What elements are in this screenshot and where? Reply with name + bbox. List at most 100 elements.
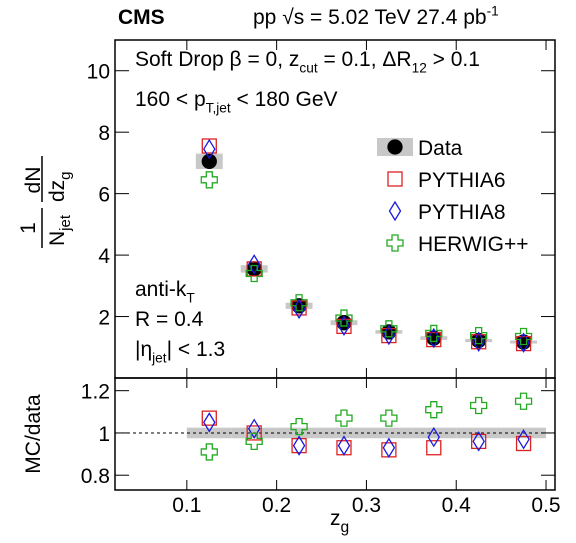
y-tick-label: 10: [87, 61, 110, 84]
mc-point: [472, 431, 485, 452]
annotation-part: jet: [151, 350, 167, 365]
annotation: |ηjet| < 1.3: [135, 338, 225, 365]
y-tick-label: 4: [98, 245, 110, 268]
subtitle: pp √s = 5.02 TeV 27.4 pb-1: [253, 4, 499, 29]
x-axis-title-part: z: [330, 507, 341, 530]
annotation-part: 160 < p: [135, 88, 206, 111]
mc-point: [470, 396, 488, 415]
mc-point: [246, 261, 262, 277]
mc-point: [246, 425, 262, 441]
y-tick-label: 1: [98, 423, 110, 446]
mc-point: [425, 324, 443, 343]
annotation-part: 12: [412, 60, 427, 75]
mc-point: [515, 435, 532, 452]
mc-point: [335, 309, 353, 327]
mc-point: [245, 264, 263, 283]
legend-marker: [387, 171, 403, 187]
y-title-part: g: [57, 171, 74, 179]
y-title-part: 1: [17, 222, 40, 234]
annotation-part: |η: [135, 338, 152, 361]
mc-point: [245, 432, 263, 451]
mc-point: [470, 326, 488, 345]
x-tick-label: 0.5: [531, 494, 560, 517]
data-point: [201, 153, 217, 170]
mc-point: [292, 435, 306, 456]
annotation-part: Soft Drop β = 0, z: [135, 48, 299, 71]
mc-point: [337, 315, 351, 337]
y-title-part: jet: [57, 214, 74, 232]
mc-point: [291, 437, 307, 454]
mc-point: [290, 417, 308, 436]
annotation-part: = 0.1, ΔR: [318, 48, 412, 71]
mc-point: [380, 320, 398, 338]
y-tick-label: 0.8: [81, 465, 110, 488]
legend-label: PYTHIA8: [418, 201, 506, 224]
annotation-part: T: [186, 290, 195, 305]
mc-point: [337, 435, 351, 456]
legend-marker: [387, 139, 403, 155]
mc-point: [200, 443, 218, 461]
x-tick-label: 0.3: [352, 494, 381, 517]
annotation-part: R = 0.4: [135, 308, 204, 331]
x-axis-title-part: g: [341, 519, 350, 536]
mc-point: [203, 412, 216, 433]
annotation-part: cut: [299, 60, 317, 75]
ratio-uncertainty: [276, 427, 322, 439]
plot-frame: [114, 377, 556, 491]
legend-label: Data: [418, 137, 463, 160]
subtitle-part: -1: [487, 4, 499, 19]
y-title-part: N: [46, 231, 69, 246]
x-tick-label: 0.1: [172, 494, 201, 517]
legend-label: PYTHIA6: [418, 169, 506, 192]
annotation-part: < 180 GeV: [231, 88, 338, 111]
annotation: Soft Drop β = 0, zcut = 0.1, ΔR12 > 0.1: [135, 48, 480, 75]
y-title-part: dz: [46, 180, 69, 202]
mc-point: [290, 294, 308, 312]
y-tick-label: 6: [98, 184, 110, 207]
mc-point: [514, 327, 533, 346]
mc-point: [517, 429, 530, 450]
annotation: anti-kT: [135, 278, 195, 305]
mc-point: [247, 254, 261, 275]
legend-label: HERWIG++: [418, 233, 528, 256]
annotation-part: anti-k: [135, 278, 187, 301]
annotation: R = 0.4: [135, 308, 204, 331]
y-title-part: Njet: [46, 214, 74, 246]
mc-point: [336, 318, 352, 335]
mc-point: [203, 138, 216, 160]
mc-point: [425, 401, 443, 419]
mc-point: [427, 327, 441, 349]
y-tick-label: 1.2: [81, 381, 110, 404]
mc-point: [335, 409, 353, 427]
mc-point: [471, 334, 487, 350]
y-tick-label: 8: [98, 122, 110, 145]
mc-point: [200, 171, 218, 189]
y-axis-title: MC/data: [22, 394, 45, 474]
x-axis-title: zg: [330, 507, 349, 536]
mc-point: [381, 327, 397, 344]
y-title-part: dzg: [46, 171, 74, 202]
annotation-part: > 0.1: [427, 48, 480, 71]
y-tick-label: 2: [98, 307, 110, 330]
y-title-part: dN: [22, 167, 45, 194]
title: CMS: [118, 6, 165, 29]
mc-point: [427, 426, 441, 448]
legend-marker: [388, 200, 402, 222]
mc-point: [201, 410, 217, 426]
mc-point: [471, 433, 487, 450]
subtitle-part: pp √s = 5.02 TeV 27.4 pb: [253, 6, 487, 29]
ratio-uncertainty: [366, 427, 412, 439]
mc-point: [426, 440, 442, 456]
mc-point: [382, 437, 396, 458]
ratio-uncertainty: [186, 427, 232, 439]
annotation-part: | < 1.3: [167, 338, 226, 361]
mc-point: [380, 409, 398, 427]
annotation: 160 < pT,jet < 180 GeV: [135, 88, 338, 115]
mc-point: [514, 392, 533, 410]
x-tick-label: 0.4: [442, 494, 472, 517]
legend-marker: [386, 234, 404, 252]
mc-point: [247, 418, 261, 439]
x-tick-label: 0.2: [262, 494, 291, 517]
